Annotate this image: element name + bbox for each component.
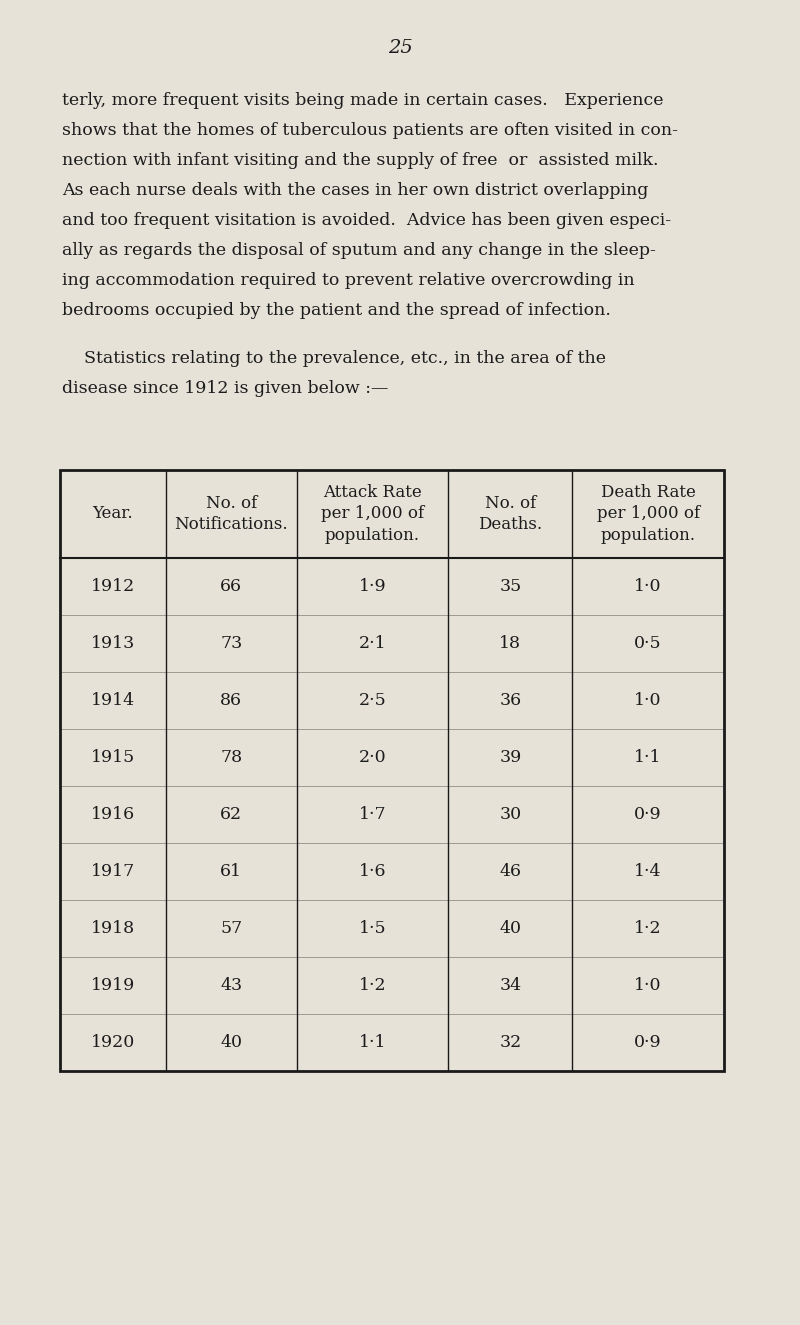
Text: bedrooms occupied by the patient and the spread of infection.: bedrooms occupied by the patient and the… xyxy=(62,302,611,319)
Text: 0·5: 0·5 xyxy=(634,635,662,652)
Text: 18: 18 xyxy=(499,635,522,652)
Text: 43: 43 xyxy=(220,977,242,994)
Text: 46: 46 xyxy=(499,863,522,880)
Text: shows that the homes of tuberculous patients are often visited in con-: shows that the homes of tuberculous pati… xyxy=(62,122,678,139)
Text: 1912: 1912 xyxy=(90,578,135,595)
Text: nection with infant visiting and the supply of free  or  assisted milk.: nection with infant visiting and the sup… xyxy=(62,152,658,170)
Text: ing accommodation required to prevent relative overcrowding in: ing accommodation required to prevent re… xyxy=(62,272,634,289)
Text: 66: 66 xyxy=(220,578,242,595)
Text: 1·2: 1·2 xyxy=(634,920,662,937)
Text: No. of
Deaths.: No. of Deaths. xyxy=(478,494,542,533)
Text: 2·5: 2·5 xyxy=(358,692,386,709)
Text: 32: 32 xyxy=(499,1034,522,1051)
Text: 1·6: 1·6 xyxy=(358,863,386,880)
Text: 2·1: 2·1 xyxy=(358,635,386,652)
Text: 1913: 1913 xyxy=(90,635,135,652)
Text: 1·0: 1·0 xyxy=(634,692,662,709)
Text: 1917: 1917 xyxy=(90,863,135,880)
Text: 1919: 1919 xyxy=(90,977,135,994)
Text: 1915: 1915 xyxy=(90,749,135,766)
Text: 36: 36 xyxy=(499,692,522,709)
Text: 30: 30 xyxy=(499,806,522,823)
Text: Attack Rate
per 1,000 of
population.: Attack Rate per 1,000 of population. xyxy=(321,484,424,545)
Text: 35: 35 xyxy=(499,578,522,595)
Text: 1·4: 1·4 xyxy=(634,863,662,880)
Text: 86: 86 xyxy=(220,692,242,709)
Text: 57: 57 xyxy=(220,920,242,937)
Text: No. of
Notifications.: No. of Notifications. xyxy=(174,494,288,533)
Text: 2·0: 2·0 xyxy=(358,749,386,766)
Text: Death Rate
per 1,000 of
population.: Death Rate per 1,000 of population. xyxy=(597,484,700,545)
Text: 25: 25 xyxy=(388,38,412,57)
Text: terly, more frequent visits being made in certain cases.   Experience: terly, more frequent visits being made i… xyxy=(62,91,663,109)
Text: 1920: 1920 xyxy=(90,1034,135,1051)
Text: Year.: Year. xyxy=(93,506,134,522)
Text: 1·1: 1·1 xyxy=(358,1034,386,1051)
Text: 61: 61 xyxy=(220,863,242,880)
Text: 1·5: 1·5 xyxy=(358,920,386,937)
Text: 1918: 1918 xyxy=(91,920,135,937)
Text: 1·9: 1·9 xyxy=(358,578,386,595)
Text: 40: 40 xyxy=(499,920,522,937)
Text: 1·1: 1·1 xyxy=(634,749,662,766)
Text: ally as regards the disposal of sputum and any change in the sleep-: ally as regards the disposal of sputum a… xyxy=(62,242,656,258)
Text: 40: 40 xyxy=(220,1034,242,1051)
Text: 1914: 1914 xyxy=(91,692,135,709)
Text: 39: 39 xyxy=(499,749,522,766)
Text: 0·9: 0·9 xyxy=(634,1034,662,1051)
Text: 1·0: 1·0 xyxy=(634,977,662,994)
Text: 1·7: 1·7 xyxy=(358,806,386,823)
Text: and too frequent visitation is avoided.  Advice has been given especi-: and too frequent visitation is avoided. … xyxy=(62,212,671,229)
Text: 1916: 1916 xyxy=(91,806,135,823)
Text: 0·9: 0·9 xyxy=(634,806,662,823)
Text: 62: 62 xyxy=(220,806,242,823)
Text: 73: 73 xyxy=(220,635,242,652)
Text: 1·2: 1·2 xyxy=(358,977,386,994)
Text: disease since 1912 is given below :—: disease since 1912 is given below :— xyxy=(62,380,388,398)
Text: Statistics relating to the prevalence, etc., in the area of the: Statistics relating to the prevalence, e… xyxy=(62,350,606,367)
Text: 1·0: 1·0 xyxy=(634,578,662,595)
Bar xyxy=(60,470,724,1071)
Text: 34: 34 xyxy=(499,977,522,994)
Text: As each nurse deals with the cases in her own district overlapping: As each nurse deals with the cases in he… xyxy=(62,182,648,199)
Text: 78: 78 xyxy=(220,749,242,766)
